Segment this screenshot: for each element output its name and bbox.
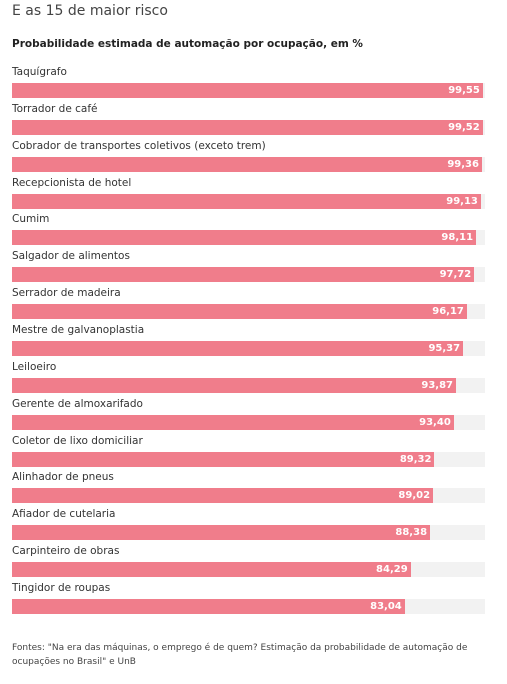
bar [12,525,431,541]
bar [12,414,454,430]
bar [12,83,483,98]
bar [12,230,477,246]
bar [12,341,464,357]
value-label: 88,38 [395,527,428,539]
bar [12,193,481,209]
bar [12,267,475,283]
category-label: Tingidor de roupas [12,582,111,595]
category-label: Cobrador de transportes coletivos (excet… [12,139,266,152]
value-label: 95,37 [428,343,461,355]
chart-title: E as 15 de maior risco [12,3,168,19]
bar [12,377,456,393]
value-label: 93,87 [421,379,453,391]
bar [12,599,405,615]
bar [12,488,434,504]
bar [12,451,435,467]
category-label: Torrador de café [12,102,98,115]
category-label: Salgador de alimentos [12,250,130,263]
value-label: 83,04 [370,601,402,613]
category-label: Carpinteiro de obras [12,545,120,558]
value-label: 93,40 [419,416,451,428]
category-label: Afiador de cutelaria [12,508,116,521]
value-label: 99,52 [448,121,480,133]
bar [12,562,411,578]
value-label: 97,72 [439,269,472,281]
value-label: 96,17 [432,306,464,318]
value-label: 98,11 [441,232,474,244]
bar [12,119,483,135]
category-label: Cumim [12,213,50,226]
value-label: 99,36 [447,158,479,170]
category-label: Coletor de lixo domiciliar [12,434,143,447]
category-label: Leiloeiro [12,360,57,373]
category-label: Mestre de galvanoplastia [12,324,145,337]
bar [12,156,482,172]
category-label: Alinhador de pneus [12,471,114,484]
category-label: Taquígrafo [12,66,67,78]
chart-subtitle: Probabilidade estimada de automação por … [12,38,363,50]
value-label: 84,29 [376,564,408,576]
value-label: 89,32 [399,453,432,465]
category-label: Gerente de almoxarifado [12,397,143,410]
source-note: Fontes: "Na era das máquinas, o emprego … [12,643,468,667]
category-label: Recepcionista de hotel [12,176,132,189]
value-label: 89,02 [398,490,431,502]
value-label: 99,55 [448,85,480,96]
category-label: Serrador de madeira [12,287,121,300]
bar [12,304,467,320]
value-label: 99,13 [446,195,478,207]
